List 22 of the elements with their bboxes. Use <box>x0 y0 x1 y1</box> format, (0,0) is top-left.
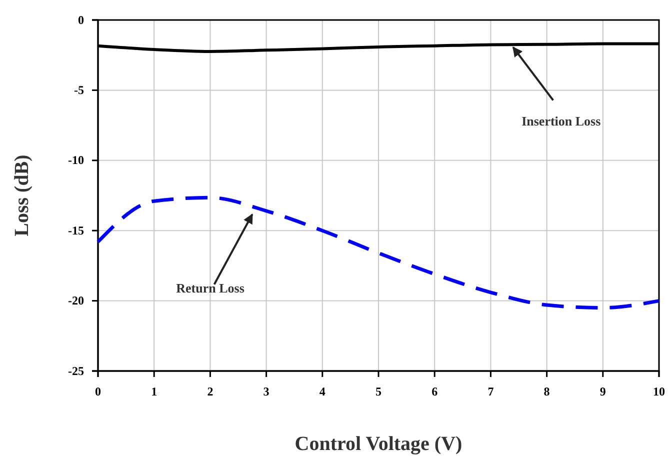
y-tick-label: -25 <box>68 364 84 378</box>
annotation: Insertion Loss <box>522 113 601 128</box>
y-tick-label: -15 <box>68 223 84 238</box>
x-tick-label: 10 <box>653 384 665 399</box>
x-tick-label: 0 <box>95 384 101 399</box>
x-tick-label: 2 <box>207 384 214 399</box>
x-tick-label: 3 <box>263 384 270 399</box>
x-tick-label: 9 <box>600 384 606 399</box>
y-tick-label: -20 <box>68 294 84 308</box>
x-tick-label: 1 <box>151 384 158 399</box>
x-tick-label: 5 <box>376 384 382 399</box>
x-tick-label: 6 <box>432 384 438 399</box>
line-series <box>96 196 661 310</box>
x-tick-label: 7 <box>488 384 494 399</box>
y-tick-label: -10 <box>68 153 84 168</box>
y-tick-label: -5 <box>74 83 84 98</box>
y-axis-title: Loss (dB) <box>11 154 33 236</box>
x-tick-label: 8 <box>544 384 550 399</box>
x-tick-label: 4 <box>319 384 326 399</box>
y-tick-label: 0 <box>78 12 84 27</box>
annotation: Return Loss <box>176 280 244 296</box>
x-axis-title: Control Voltage (V) <box>294 433 462 455</box>
